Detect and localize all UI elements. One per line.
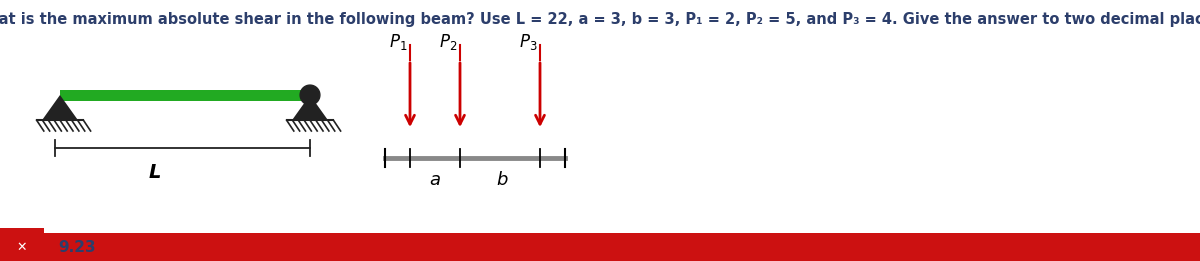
Polygon shape (292, 95, 328, 120)
Text: $P_1$: $P_1$ (389, 32, 407, 52)
Circle shape (300, 85, 320, 105)
Text: $b$: $b$ (496, 171, 509, 189)
Polygon shape (42, 95, 78, 120)
Bar (0, 228, 44, 261)
Text: 9.23: 9.23 (58, 240, 96, 254)
Bar (0, 233, 1200, 261)
Text: ✕: ✕ (17, 240, 28, 253)
Text: $a$: $a$ (430, 171, 440, 189)
Text: $P_2$: $P_2$ (439, 32, 457, 52)
Bar (60, 90, 310, 100)
Text: What is the maximum absolute shear in the following beam? Use L = 22, a = 3, b =: What is the maximum absolute shear in th… (0, 12, 1200, 27)
Text: L: L (149, 163, 161, 181)
Text: $P_3$: $P_3$ (518, 32, 538, 52)
